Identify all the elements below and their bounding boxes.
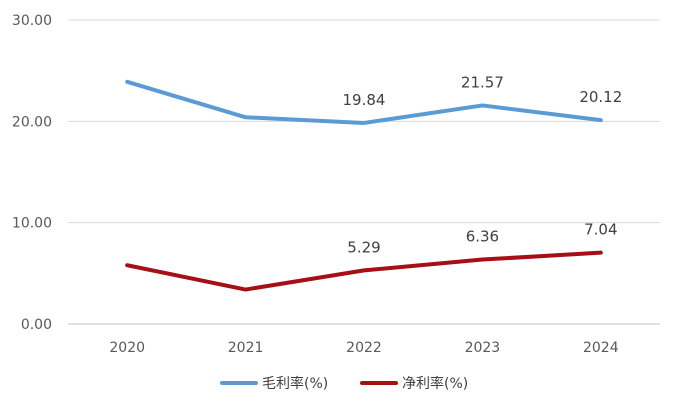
x-tick-label: 2021 <box>228 340 264 356</box>
data-label: 6.36 <box>466 228 499 246</box>
x-tick-label: 2022 <box>346 340 382 356</box>
data-labels: 19.84 21.57 20.12 5.29 6.36 7.04 <box>343 73 623 256</box>
y-tick-label: 10.00 <box>12 216 52 232</box>
x-tick-label: 2023 <box>465 340 501 356</box>
x-tick-label: 2024 <box>583 340 619 356</box>
x-tick-label: 2020 <box>109 340 145 356</box>
data-label: 5.29 <box>347 238 380 256</box>
data-label: 21.57 <box>461 73 504 91</box>
y-tick-label: 0.00 <box>21 317 52 333</box>
data-label: 7.04 <box>584 221 617 239</box>
legend: 毛利率(%) 净利率(%) <box>220 375 468 392</box>
series-line-1 <box>125 79 603 125</box>
gridlines <box>68 19 660 325</box>
y-tick-label: 30.00 <box>12 13 52 29</box>
legend-label: 毛利率(%) <box>262 375 328 392</box>
series-line-2 <box>125 250 603 292</box>
legend-label: 净利率(%) <box>402 375 468 392</box>
series-lines <box>125 79 603 292</box>
y-axis: 0.00 10.00 20.00 30.00 <box>12 13 52 333</box>
data-label: 19.84 <box>343 91 386 109</box>
x-axis: 2020 2021 2022 2023 2024 <box>109 340 618 356</box>
data-label: 20.12 <box>579 88 622 106</box>
y-tick-label: 20.00 <box>12 114 52 130</box>
